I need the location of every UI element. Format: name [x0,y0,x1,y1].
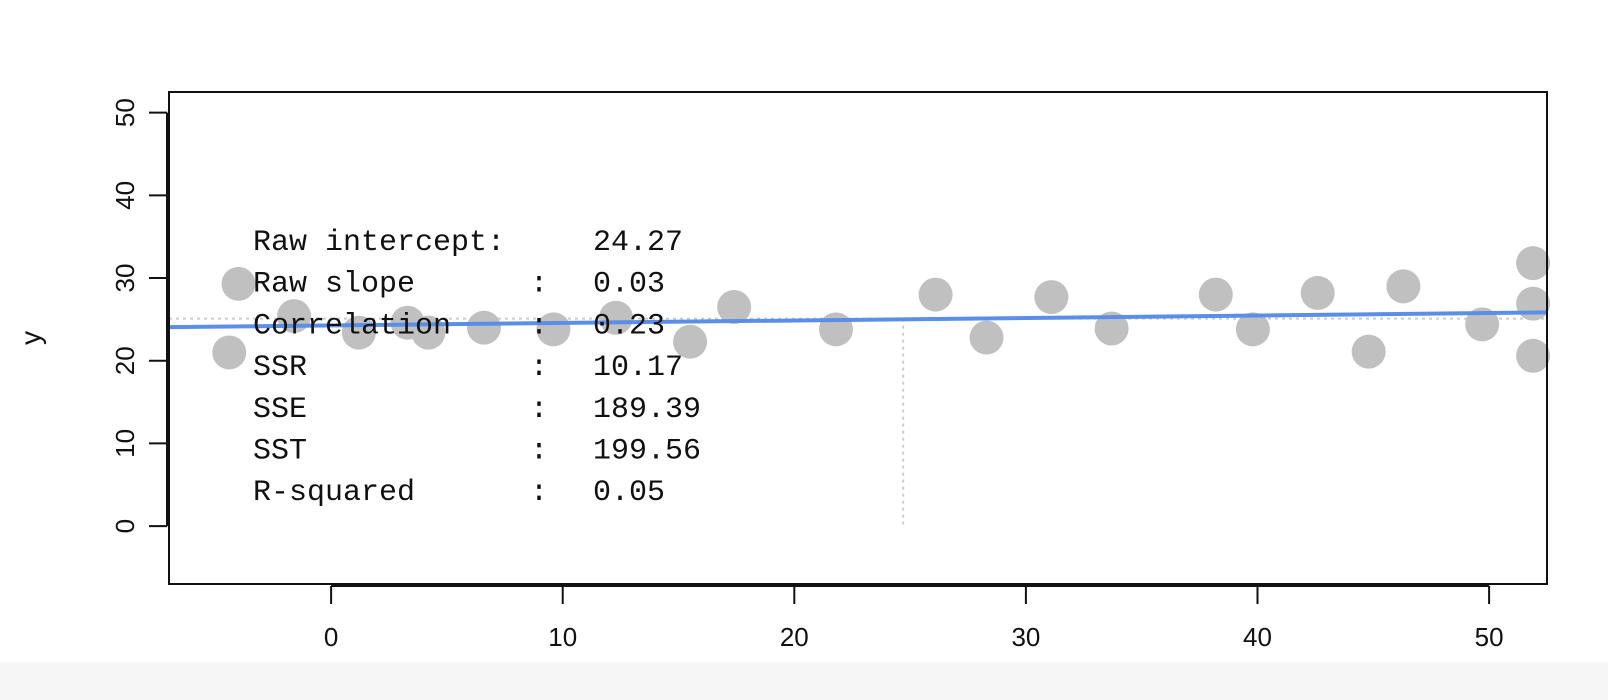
data-point-13 [918,277,953,312]
stat-value: 0.23 [593,309,665,343]
stat-label: Raw slope [253,268,415,302]
data-point-2 [221,266,256,301]
data-point-8 [536,312,571,347]
stat-separator: : [530,309,548,343]
x-tick-label-50: 50 [1475,622,1504,652]
stat-separator: : [530,476,548,510]
y-tick-label-40: 40 [110,181,140,210]
stat-separator: : [530,268,548,302]
stat-separator: : [530,351,548,385]
y-tick-label-20: 20 [110,346,140,375]
stat-value: 24.27 [593,226,683,260]
x-tick-label-0: 0 [324,622,338,652]
data-point-14 [969,320,1004,355]
data-point-7 [466,310,501,345]
data-point-16 [1094,311,1129,346]
stat-label: SST [253,435,307,469]
data-point-10 [673,324,708,359]
data-point-21 [1386,269,1421,304]
data-point-24 [1516,286,1551,321]
fit-line [168,310,1548,330]
stat-value: 0.05 [593,476,665,510]
data-point-23 [1516,246,1551,281]
regression-stats: Raw intercept: 24.27 Raw slope: 0.03 Correla… [253,226,701,510]
data-point-22 [1465,307,1500,342]
data-point-15 [1034,280,1069,315]
bottom-strip [0,662,1608,700]
plot-box [168,91,1548,585]
x-axis: 0 10 20 30 40 50 [324,585,1504,652]
stat-label: SSR [253,351,307,385]
stat-label: Raw intercept: [253,226,505,260]
data-point-18 [1235,312,1270,347]
y-axis-label: y [15,331,46,345]
data-point-25 [1516,338,1551,373]
data-point-1 [212,335,247,370]
stat-value: 189.39 [593,393,701,427]
x-tick-label-10: 10 [548,622,577,652]
stat-label: SSE [253,393,307,427]
stat-label: Correlation [253,309,451,343]
y-tick-label-50: 50 [110,98,140,127]
stat-value: 199.56 [593,435,701,469]
data-point-12 [818,312,853,347]
x-tick-label-30: 30 [1011,622,1040,652]
y-axis: 0 10 20 30 40 50 [110,98,168,533]
stat-value: 10.17 [593,351,683,385]
y-tick-label-10: 10 [110,429,140,458]
data-point-20 [1351,334,1386,369]
regression-line [168,310,1548,330]
data-point-17 [1198,277,1233,312]
data-point-19 [1300,275,1335,310]
data-point-9 [598,300,633,335]
y-tick-label-30: 30 [110,264,140,293]
stat-label: R-squared [253,476,415,510]
x-tick-label-20: 20 [780,622,809,652]
stat-separator: : [530,393,548,427]
data-point-11 [717,289,752,324]
y-tick-label-0: 0 [110,519,140,533]
x-tick-label-40: 40 [1243,622,1272,652]
stat-separator: : [530,435,548,469]
stat-value: 0.03 [593,268,665,302]
